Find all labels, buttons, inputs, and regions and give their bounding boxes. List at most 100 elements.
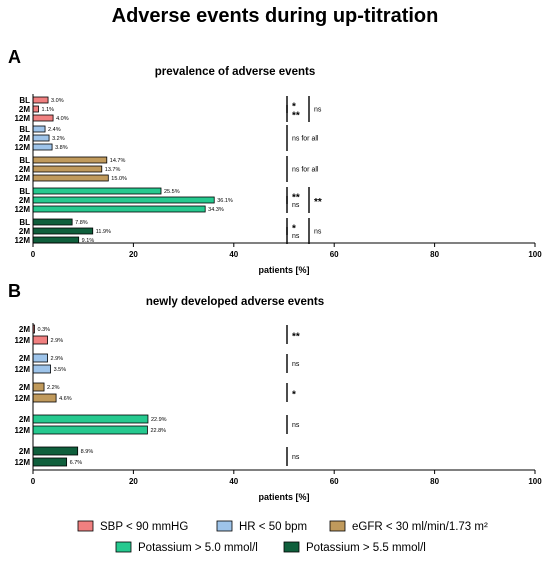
significance-label: ns for all	[292, 167, 319, 174]
data-label: 4.0%	[56, 116, 69, 122]
row-label: 2M	[19, 325, 30, 334]
x-tick-label: 60	[330, 250, 339, 259]
significance-label: ns	[292, 422, 300, 429]
x-tick-label: 100	[528, 477, 542, 486]
data-label: 8.9%	[81, 449, 94, 455]
bar-group-sbp: BL 3.0% 2M 1.1% 12M 4.0% *** ns	[14, 96, 322, 123]
row-label: 12M	[14, 143, 30, 152]
data-label: 22.8%	[150, 428, 166, 434]
x-tick-label: 60	[330, 477, 339, 486]
significance-label: ns	[314, 107, 322, 114]
bar	[32, 364, 51, 374]
bar	[32, 218, 73, 226]
significance-label: ns	[292, 454, 300, 461]
legend: SBP < 90 mmHG HR < 50 bpm eGFR < 30 ml/min…	[77, 520, 488, 554]
significance-label: **	[292, 193, 300, 204]
bar	[32, 236, 80, 244]
row-label: 2M	[19, 447, 30, 456]
significance-label: *	[292, 224, 296, 235]
bar	[32, 446, 79, 456]
significance-label: **	[292, 332, 300, 343]
row-label: 2M	[19, 227, 30, 236]
legend-label: SBP < 90 mmHG	[100, 521, 188, 533]
panel-letter: B	[8, 281, 21, 301]
x-tick-label: 80	[430, 477, 439, 486]
row-label: 12M	[14, 336, 30, 345]
data-label: 11.9%	[96, 229, 111, 235]
data-label: 14.7%	[110, 158, 126, 164]
bar	[32, 174, 109, 182]
row-label: 2M	[19, 383, 30, 392]
significance-label: ns	[292, 233, 300, 240]
panel-letter: A	[8, 47, 21, 67]
bar-group-sbp: 2M 0.3% 12M 2.9% **	[14, 324, 300, 345]
bar	[32, 335, 48, 345]
bar-group-hr: 2M 2.9% 12M 3.5% ns	[14, 353, 300, 374]
legend-item-k50: Potassium > 5.0 mmol/l	[115, 541, 258, 554]
data-label: 34.3%	[208, 207, 224, 213]
row-label: 12M	[14, 205, 30, 214]
bar	[32, 457, 68, 467]
row-label: 2M	[19, 196, 30, 205]
data-label: 2.4%	[48, 127, 61, 133]
bar	[32, 382, 45, 392]
row-label: 2M	[19, 134, 30, 143]
significance-label: **	[292, 111, 300, 122]
legend-label: Potassium > 5.5 mmol/l	[306, 542, 426, 554]
bar	[32, 196, 215, 204]
data-label: 2.9%	[51, 338, 64, 344]
significance-label: ns	[292, 202, 300, 209]
bar	[32, 414, 149, 424]
data-label: 6.7%	[70, 460, 83, 466]
x-axis-title: patients [%]	[258, 265, 309, 275]
data-label: 3.5%	[54, 367, 67, 373]
bar-group-hr: BL 2.4% 2M 3.2% 12M 3.8% ns for all	[14, 125, 319, 152]
x-tick-label: 80	[430, 250, 439, 259]
bar	[32, 125, 46, 133]
row-label: BL	[19, 96, 30, 105]
bar	[32, 114, 54, 122]
x-axis-title: patients [%]	[258, 492, 309, 502]
x-tick-label: 40	[229, 477, 238, 486]
data-label: 2.9%	[51, 356, 64, 362]
row-label: 2M	[19, 105, 30, 114]
legend-item-sbp: SBP < 90 mmHG	[77, 520, 188, 533]
bar-group-egfr: BL 14.7% 2M 13.7% 12M 15.0% ns for all	[14, 156, 319, 183]
data-label: 7.8%	[75, 220, 88, 226]
panel-title: newly developed adverse events	[146, 296, 324, 308]
row-label: 2M	[19, 354, 30, 363]
row-label: 12M	[14, 365, 30, 374]
bar-group-k50: BL 25.5%2M 36.1%12M 34.3%**ns **	[14, 187, 322, 214]
row-label: 12M	[14, 174, 30, 183]
data-label: 3.2%	[52, 136, 65, 142]
legend-swatch	[115, 541, 132, 553]
figure-title: Adverse events during up-titration	[112, 5, 439, 27]
data-label: 3.8%	[55, 145, 68, 151]
significance-label: *	[292, 390, 296, 401]
bar-group-k55: 2M 8.9% 12M 6.7% ns	[14, 446, 300, 467]
row-label: 12M	[14, 394, 30, 403]
bar-group-egfr: 2M 2.2% 12M 4.6% *	[14, 382, 296, 403]
bar	[32, 96, 49, 104]
legend-swatch	[329, 520, 346, 532]
bar	[32, 425, 148, 435]
bar	[32, 143, 53, 151]
row-label: BL	[19, 156, 30, 165]
data-label: 15.0%	[111, 176, 127, 182]
bar	[32, 156, 108, 164]
x-tick-label: 0	[31, 250, 36, 259]
x-tick-label: 20	[129, 477, 138, 486]
bar	[32, 187, 162, 195]
bar	[32, 393, 57, 403]
bar	[32, 105, 39, 113]
legend-item-hr: HR < 50 bpm	[216, 520, 307, 533]
x-tick-label: 40	[229, 250, 238, 259]
row-label: 12M	[14, 114, 30, 123]
legend-swatch	[77, 520, 94, 532]
significance-label: **	[314, 197, 322, 208]
x-tick-label: 0	[31, 477, 36, 486]
